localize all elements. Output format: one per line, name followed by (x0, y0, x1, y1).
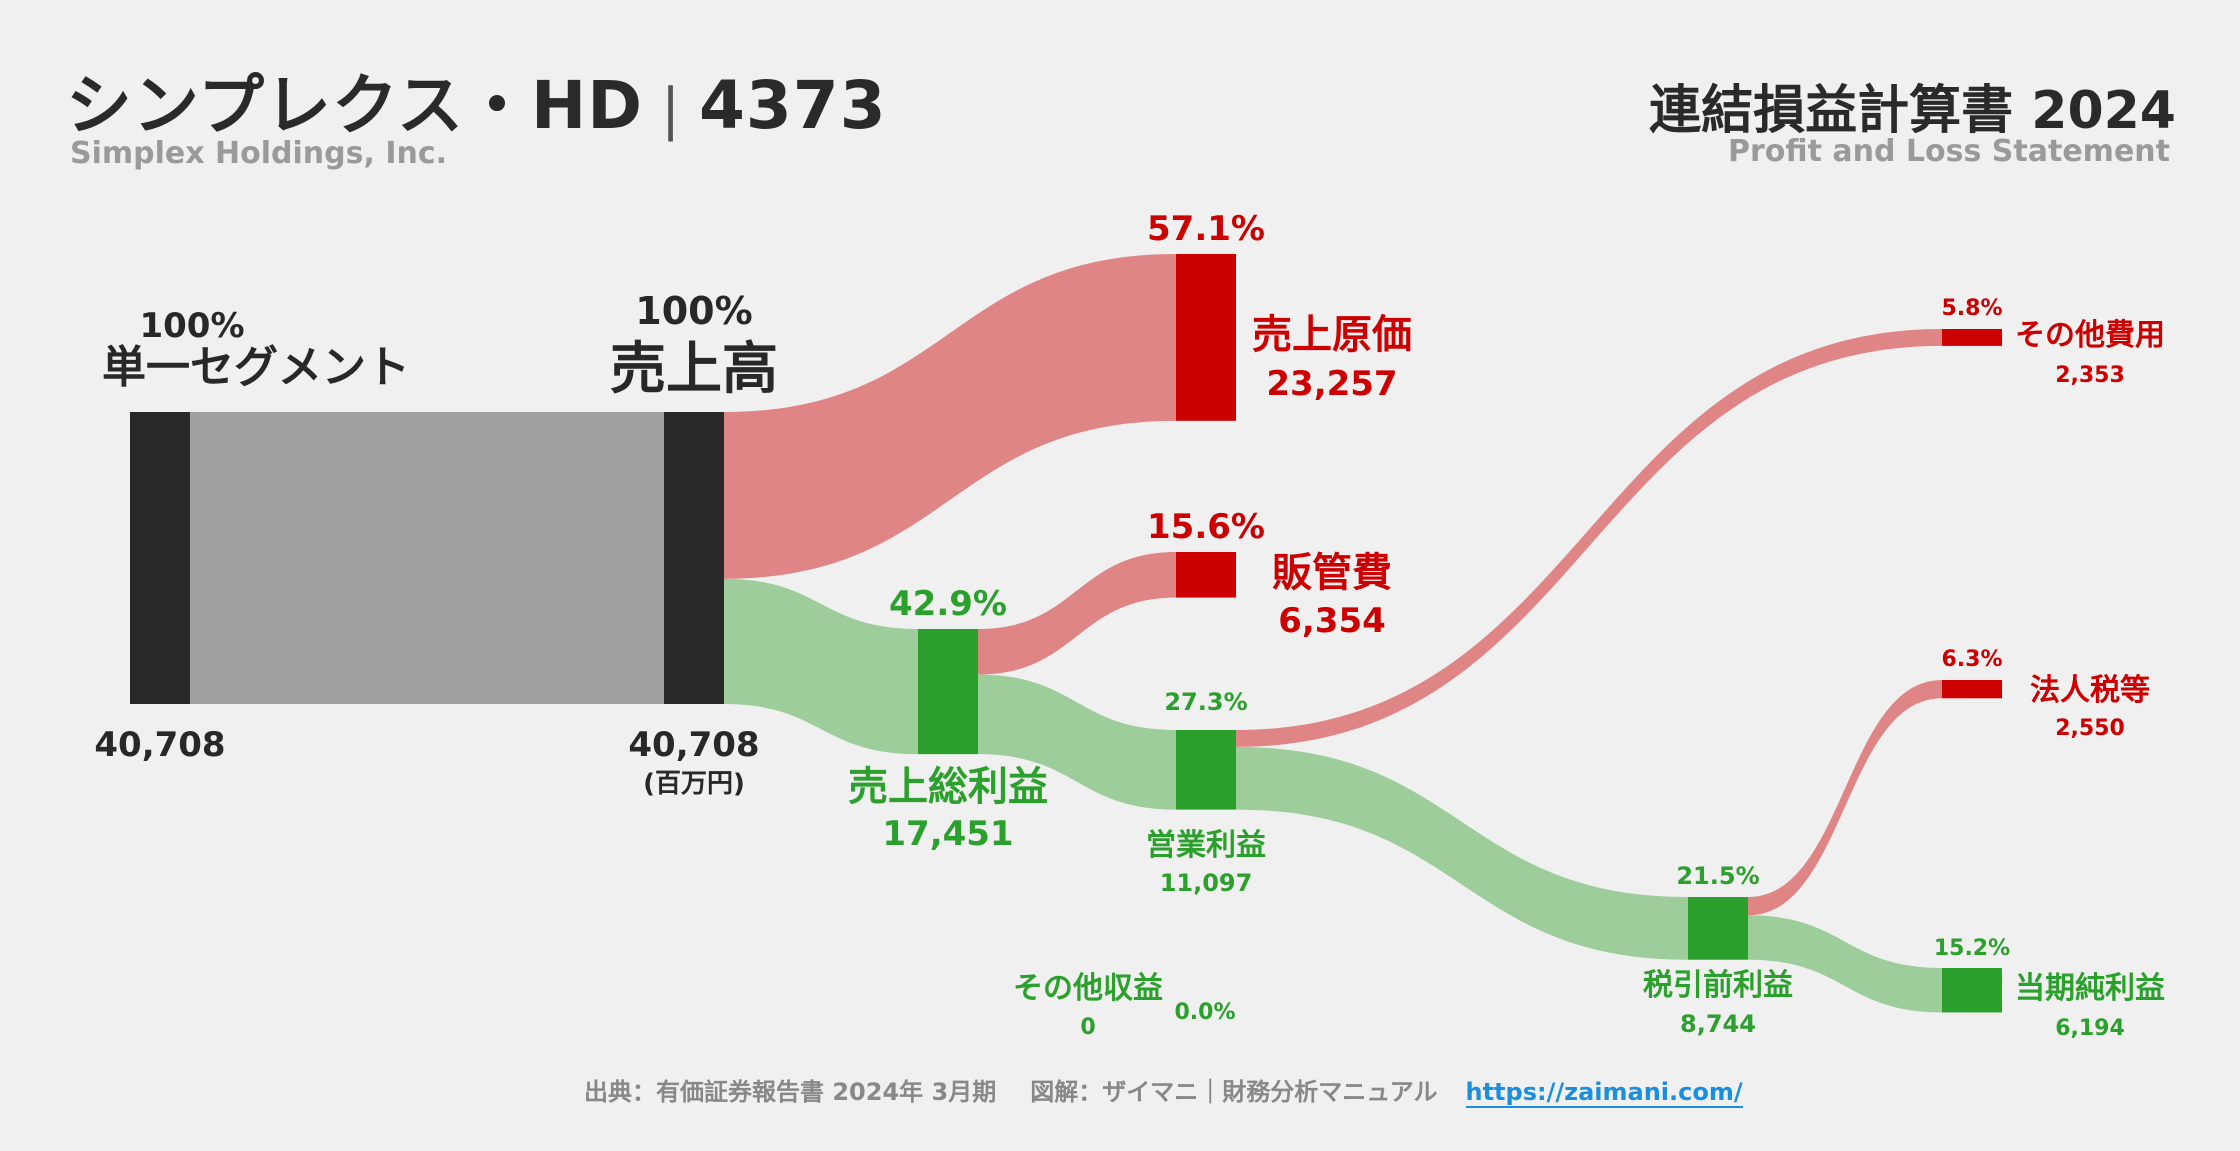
flow-gross-to-operating (978, 674, 1176, 810)
value-label-other-inc: 0 (1080, 1015, 1095, 1040)
flow-pretax-to-tax (1748, 680, 1942, 916)
node-label-revenue: 売上高 (610, 337, 778, 402)
node-pretax (1688, 897, 1748, 960)
node-sga (1176, 552, 1236, 598)
node-label-pretax: 税引前利益 (1643, 968, 1793, 1003)
pct-label-other-exp: 5.8% (1941, 296, 2002, 321)
company-name-en: Simplex Holdings, Inc. (70, 136, 448, 171)
statement-title-en: Profit and Loss Statement (1727, 134, 2170, 169)
statement-title: 連結損益計算書 2024 (1649, 81, 2176, 141)
node-label-sga: 販管費 (1272, 550, 1392, 596)
pct-label-other-inc: 0.0% (1174, 1000, 1235, 1025)
node-label-net: 当期純利益 (2015, 971, 2165, 1006)
node-net (1942, 968, 2002, 1013)
value-label-revenue: 40,708 (628, 725, 759, 765)
flow-operating-to-pretax (1236, 746, 1688, 960)
node-segment (130, 412, 190, 704)
value-label-other-exp: 2,353 (2055, 363, 2125, 388)
node-label-gross: 売上総利益 (848, 764, 1048, 810)
ticker-code: 4373 (698, 67, 887, 144)
value-label-sga: 6,354 (1278, 601, 1386, 641)
pct-label-segment: 100% (139, 306, 244, 346)
value-label-net: 6,194 (2055, 1016, 2125, 1041)
pct-label-operating: 27.3% (1164, 688, 1247, 716)
node-label-other-exp: その他費用 (2015, 318, 2165, 353)
node-operating (1176, 730, 1236, 810)
value-label-segment: 40,708 (94, 725, 225, 765)
footer: 出典：有価証券報告書 2024年 3月期 図解：ザイマニ｜財務分析マニュアル htt… (584, 1072, 1743, 1108)
footer-source: 出典：有価証券報告書 2024年 3月期 (584, 1078, 997, 1106)
value-label-cogs: 23,257 (1266, 364, 1397, 404)
footer-credit: 図解：ザイマニ｜財務分析マニュアル (1030, 1078, 1438, 1106)
node-revenue (664, 412, 724, 704)
node-label-segment: 単一セグメント (102, 342, 410, 393)
node-tax (1942, 680, 2002, 699)
node-gross (918, 629, 978, 755)
flow-pretax-to-net (1748, 915, 1942, 1013)
pct-label-revenue: 100% (635, 289, 752, 333)
pct-label-tax: 6.3% (1941, 647, 2002, 672)
node-other_exp (1942, 329, 2002, 346)
footer-link[interactable]: https://zaimani.com/ (1465, 1078, 1743, 1108)
flow-revenue-to-gross (724, 578, 918, 755)
value-label-pretax: 8,744 (1680, 1010, 1756, 1038)
pct-label-cogs: 57.1% (1147, 209, 1265, 249)
pct-label-gross: 42.9% (889, 584, 1007, 624)
pct-label-net: 15.2% (1934, 936, 2010, 961)
pct-label-sga: 15.6% (1147, 507, 1265, 547)
page-title: シンプレクス・HD | 4373 (66, 52, 887, 148)
title-separator: | (661, 77, 681, 142)
flow-operating-to-other_exp (1236, 329, 1942, 747)
node-label-other-inc: その他収益 (1013, 971, 1163, 1006)
pct-label-pretax: 21.5% (1676, 862, 1759, 890)
flow-revenue-to-cogs (724, 254, 1176, 579)
unit-label: (百万円) (643, 769, 745, 799)
value-label-tax: 2,550 (2055, 716, 2125, 741)
node-label-tax: 法人税等 (2030, 673, 2150, 708)
node-label-cogs: 売上原価 (1252, 312, 1412, 358)
node-label-operating: 営業利益 (1146, 828, 1266, 863)
value-label-operating: 11,097 (1160, 869, 1253, 897)
company-name: シンプレクス・HD (66, 67, 644, 144)
flow-gross-to-sga (978, 552, 1176, 675)
value-label-gross: 17,451 (882, 814, 1013, 854)
node-cogs (1176, 254, 1236, 421)
flow-segment-to-revenue (190, 412, 664, 704)
